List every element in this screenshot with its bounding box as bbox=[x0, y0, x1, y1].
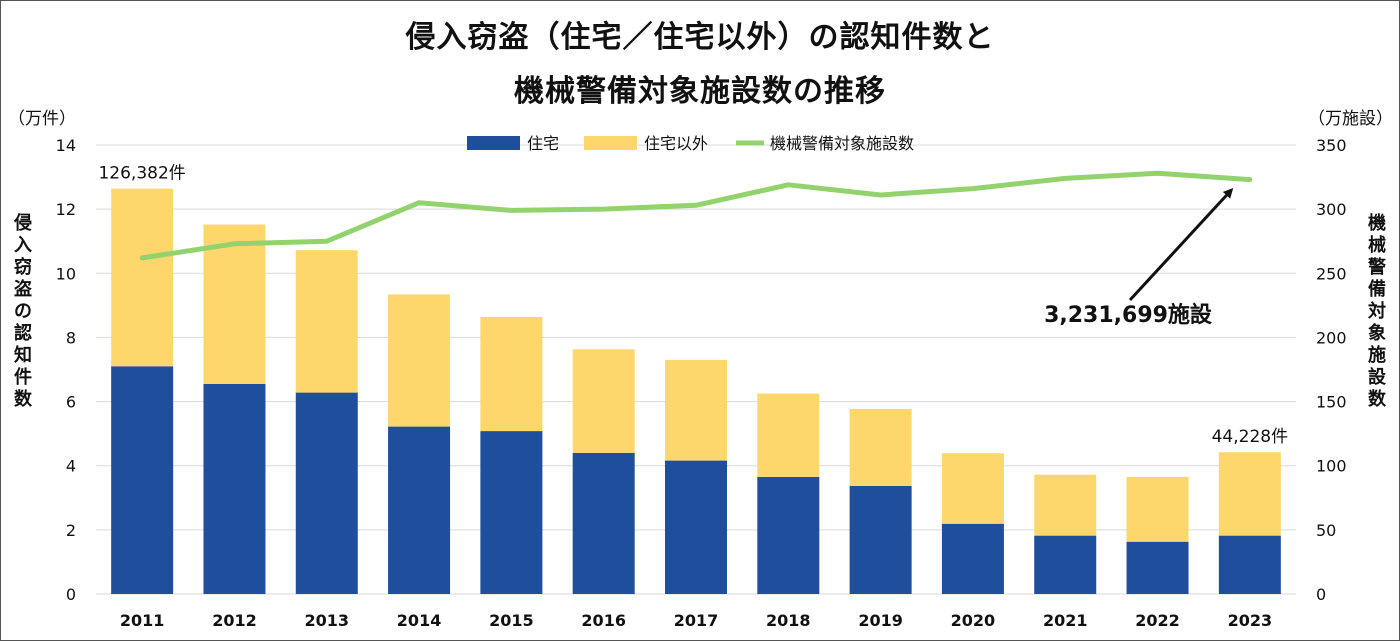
annotation-label: 3,231,699施設 bbox=[1044, 302, 1213, 328]
legend-label-non-residential: 住宅以外 bbox=[644, 134, 708, 153]
data-label: 44,228件 bbox=[1212, 427, 1288, 447]
legend: 住宅 住宅以外 機械警備対象施設数 bbox=[467, 134, 914, 153]
bar-residential bbox=[111, 366, 174, 594]
legend-label-residential: 住宅 bbox=[527, 134, 559, 153]
left-axis-tick-label: 6 bbox=[66, 393, 76, 412]
bar-residential bbox=[572, 452, 635, 594]
bar-residential bbox=[849, 485, 912, 594]
x-axis-tick-label: 2011 bbox=[120, 611, 165, 630]
left-axis-tick-label: 8 bbox=[66, 328, 76, 347]
left-axis-tick-label: 10 bbox=[56, 264, 76, 283]
axis-ticks: 0 2 4 6 8 10 12 14 0 50 100 150 200 250 300 350 2011 2012… bbox=[56, 136, 1347, 630]
x-axis-tick-label: 2017 bbox=[674, 611, 719, 630]
data-label: 126,382件 bbox=[98, 164, 185, 184]
left-axis-tick-label: 14 bbox=[56, 136, 76, 155]
facilities-line-group bbox=[139, 170, 1253, 261]
bar-non-residential bbox=[941, 453, 1004, 524]
bar-non-residential bbox=[849, 408, 912, 486]
x-axis-tick-label: 2022 bbox=[1135, 611, 1180, 630]
bar-non-residential bbox=[480, 316, 543, 432]
x-axis-tick-label: 2014 bbox=[397, 611, 442, 630]
annotation-arrow bbox=[1128, 187, 1234, 302]
x-axis-tick-label: 2016 bbox=[581, 611, 626, 630]
right-axis-tick-label: 0 bbox=[1316, 585, 1326, 604]
left-axis-unit: （万件） bbox=[8, 109, 76, 129]
bar-non-residential bbox=[665, 359, 727, 461]
bar-non-residential bbox=[1034, 474, 1097, 536]
chart-title-line-1: 侵入窃盗（住宅／住宅以外）の認知件数と bbox=[405, 20, 995, 55]
facilities-line bbox=[139, 170, 1253, 261]
bars bbox=[111, 188, 1281, 594]
bar-residential bbox=[757, 476, 820, 594]
right-axis-tick-label: 250 bbox=[1316, 264, 1347, 283]
x-axis-tick-label: 2020 bbox=[951, 611, 996, 630]
bar-residential bbox=[295, 392, 358, 594]
bar-residential bbox=[480, 431, 543, 594]
bar-non-residential bbox=[572, 349, 635, 453]
bar-non-residential bbox=[1218, 452, 1281, 536]
right-axis-tick-label: 350 bbox=[1316, 136, 1347, 155]
x-axis-tick-label: 2015 bbox=[489, 611, 534, 630]
bar-non-residential bbox=[295, 250, 358, 393]
x-axis-tick-label: 2021 bbox=[1043, 611, 1088, 630]
left-axis-tick-label: 2 bbox=[66, 521, 76, 540]
legend-label-facilities: 機械警備対象施設数 bbox=[770, 134, 914, 153]
right-axis-tick-label: 100 bbox=[1316, 457, 1347, 476]
bar-residential bbox=[1126, 541, 1189, 594]
left-axis-tick-label: 12 bbox=[56, 200, 76, 219]
bar-non-residential bbox=[388, 294, 451, 427]
bar-residential bbox=[941, 523, 1004, 594]
bar-non-residential bbox=[1126, 476, 1189, 542]
x-axis-tick-label: 2013 bbox=[305, 611, 350, 630]
right-axis-label: 機械警備対象施設数 bbox=[1368, 213, 1386, 410]
legend-swatch-non-residential bbox=[584, 136, 637, 150]
legend-swatch-residential bbox=[467, 136, 520, 150]
bar-residential bbox=[203, 383, 266, 594]
chart-title-line-2: 機械警備対象施設数の推移 bbox=[514, 74, 886, 109]
x-axis-tick-label: 2019 bbox=[858, 611, 903, 630]
bar-residential bbox=[1218, 535, 1281, 594]
bar-residential bbox=[665, 460, 727, 594]
right-axis-tick-label: 300 bbox=[1316, 200, 1347, 219]
bar-non-residential bbox=[203, 224, 266, 384]
right-axis-tick-label: 150 bbox=[1316, 393, 1347, 412]
right-axis-tick-label: 200 bbox=[1316, 328, 1347, 347]
bar-non-residential bbox=[111, 188, 174, 367]
left-axis-tick-label: 4 bbox=[66, 457, 76, 476]
bar-residential bbox=[1034, 535, 1097, 594]
right-axis-unit: （万施設） bbox=[1308, 109, 1393, 129]
x-axis-tick-label: 2012 bbox=[212, 611, 257, 630]
bar-residential bbox=[388, 426, 451, 594]
x-axis-tick-label: 2018 bbox=[766, 611, 811, 630]
left-axis-label: 侵入窃盗の認知件数 bbox=[14, 213, 32, 410]
data-labels: 126,382件 44,228件 3,231,699施設 bbox=[98, 164, 1288, 448]
left-axis-tick-label: 0 bbox=[66, 585, 76, 604]
x-axis-tick-label: 2023 bbox=[1228, 611, 1273, 630]
right-axis-tick-label: 50 bbox=[1316, 521, 1336, 540]
bar-non-residential bbox=[757, 393, 820, 477]
